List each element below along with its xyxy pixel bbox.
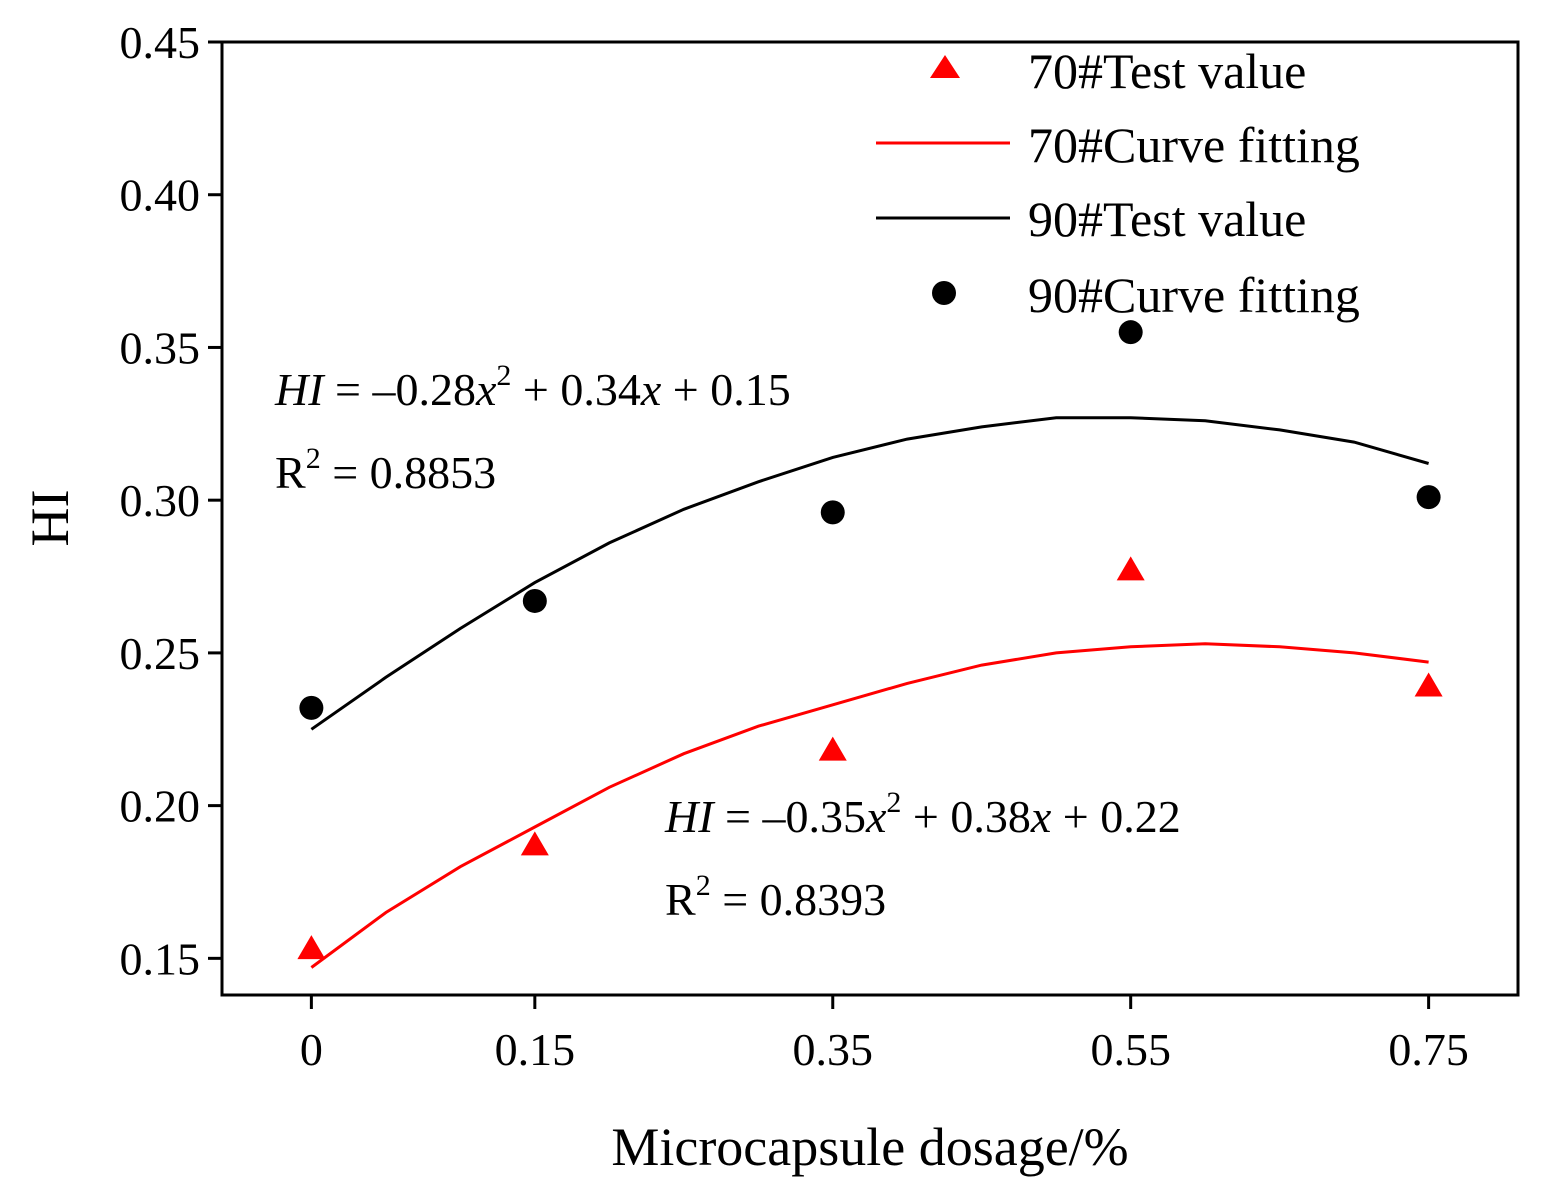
legend-marker-70-test [930,55,960,78]
x-tick-label: 0.75 [1388,1024,1469,1075]
legend-label-70-fit: 70#Curve fitting [1028,117,1360,173]
x-axis-ticks: 0 0.15 0.35 0.55 0.75 [300,995,1469,1075]
data-point-circle [1118,320,1143,345]
fit-curve [310,642,1429,969]
y-axis-ticks: 0.15 0.20 0.25 0.30 0.35 0.40 0.45 [120,17,222,984]
data-point-circle [522,588,547,613]
x-axis-title: Microcapsule dosage/% [611,1117,1128,1177]
data-point-circle [299,695,324,720]
data-point-triangle [818,736,847,761]
equation-90-formula: HI = –0.28x2 + 0.34x + 0.15 [274,359,791,415]
equation-90: HI = –0.28x2 + 0.34x + 0.15 R2 = 0.8853 [274,359,791,498]
x-tick-label: 0.35 [793,1024,874,1075]
data-point-triangle [1414,672,1443,697]
data-point-triangle [297,935,326,960]
y-axis-title: HI [20,490,80,547]
y-tick-label: 0.15 [120,933,201,984]
equation-70-formula: HI = –0.35x2 + 0.38x + 0.22 [664,786,1181,842]
fit-curve [310,416,1430,731]
data-point-triangle [520,831,549,856]
y-tick-label: 0.30 [120,475,201,526]
legend-label-90-fit: 90#Curve fitting [1028,267,1360,323]
legend-label-90-test: 90#Test value [1028,191,1306,247]
x-tick-label: 0.15 [495,1024,576,1075]
data-point-circle [1416,485,1441,510]
data-points [297,320,1443,960]
equation-70: HI = –0.35x2 + 0.38x + 0.22 R2 = 0.8393 [664,786,1181,925]
equation-90-r2: R2 = 0.8853 [275,442,496,498]
y-tick-label: 0.20 [120,781,201,832]
fit-curves [310,416,1430,969]
equation-70-r2: R2 = 0.8393 [665,869,886,925]
y-tick-label: 0.25 [120,628,201,679]
x-tick-label: 0.55 [1090,1024,1171,1075]
data-point-circle [820,500,845,525]
y-tick-label: 0.35 [120,322,201,373]
plot-frame [220,40,1520,997]
legend-label-70-test: 70#Test value [1028,43,1306,99]
y-tick-label: 0.45 [120,17,201,68]
legend-marker-90-fit [932,281,956,305]
data-point-triangle [1116,556,1145,581]
legend: 70#Test value 70#Curve fitting 90#Test v… [876,43,1360,323]
x-tick-label: 0 [300,1024,323,1075]
y-tick-label: 0.40 [120,170,201,221]
